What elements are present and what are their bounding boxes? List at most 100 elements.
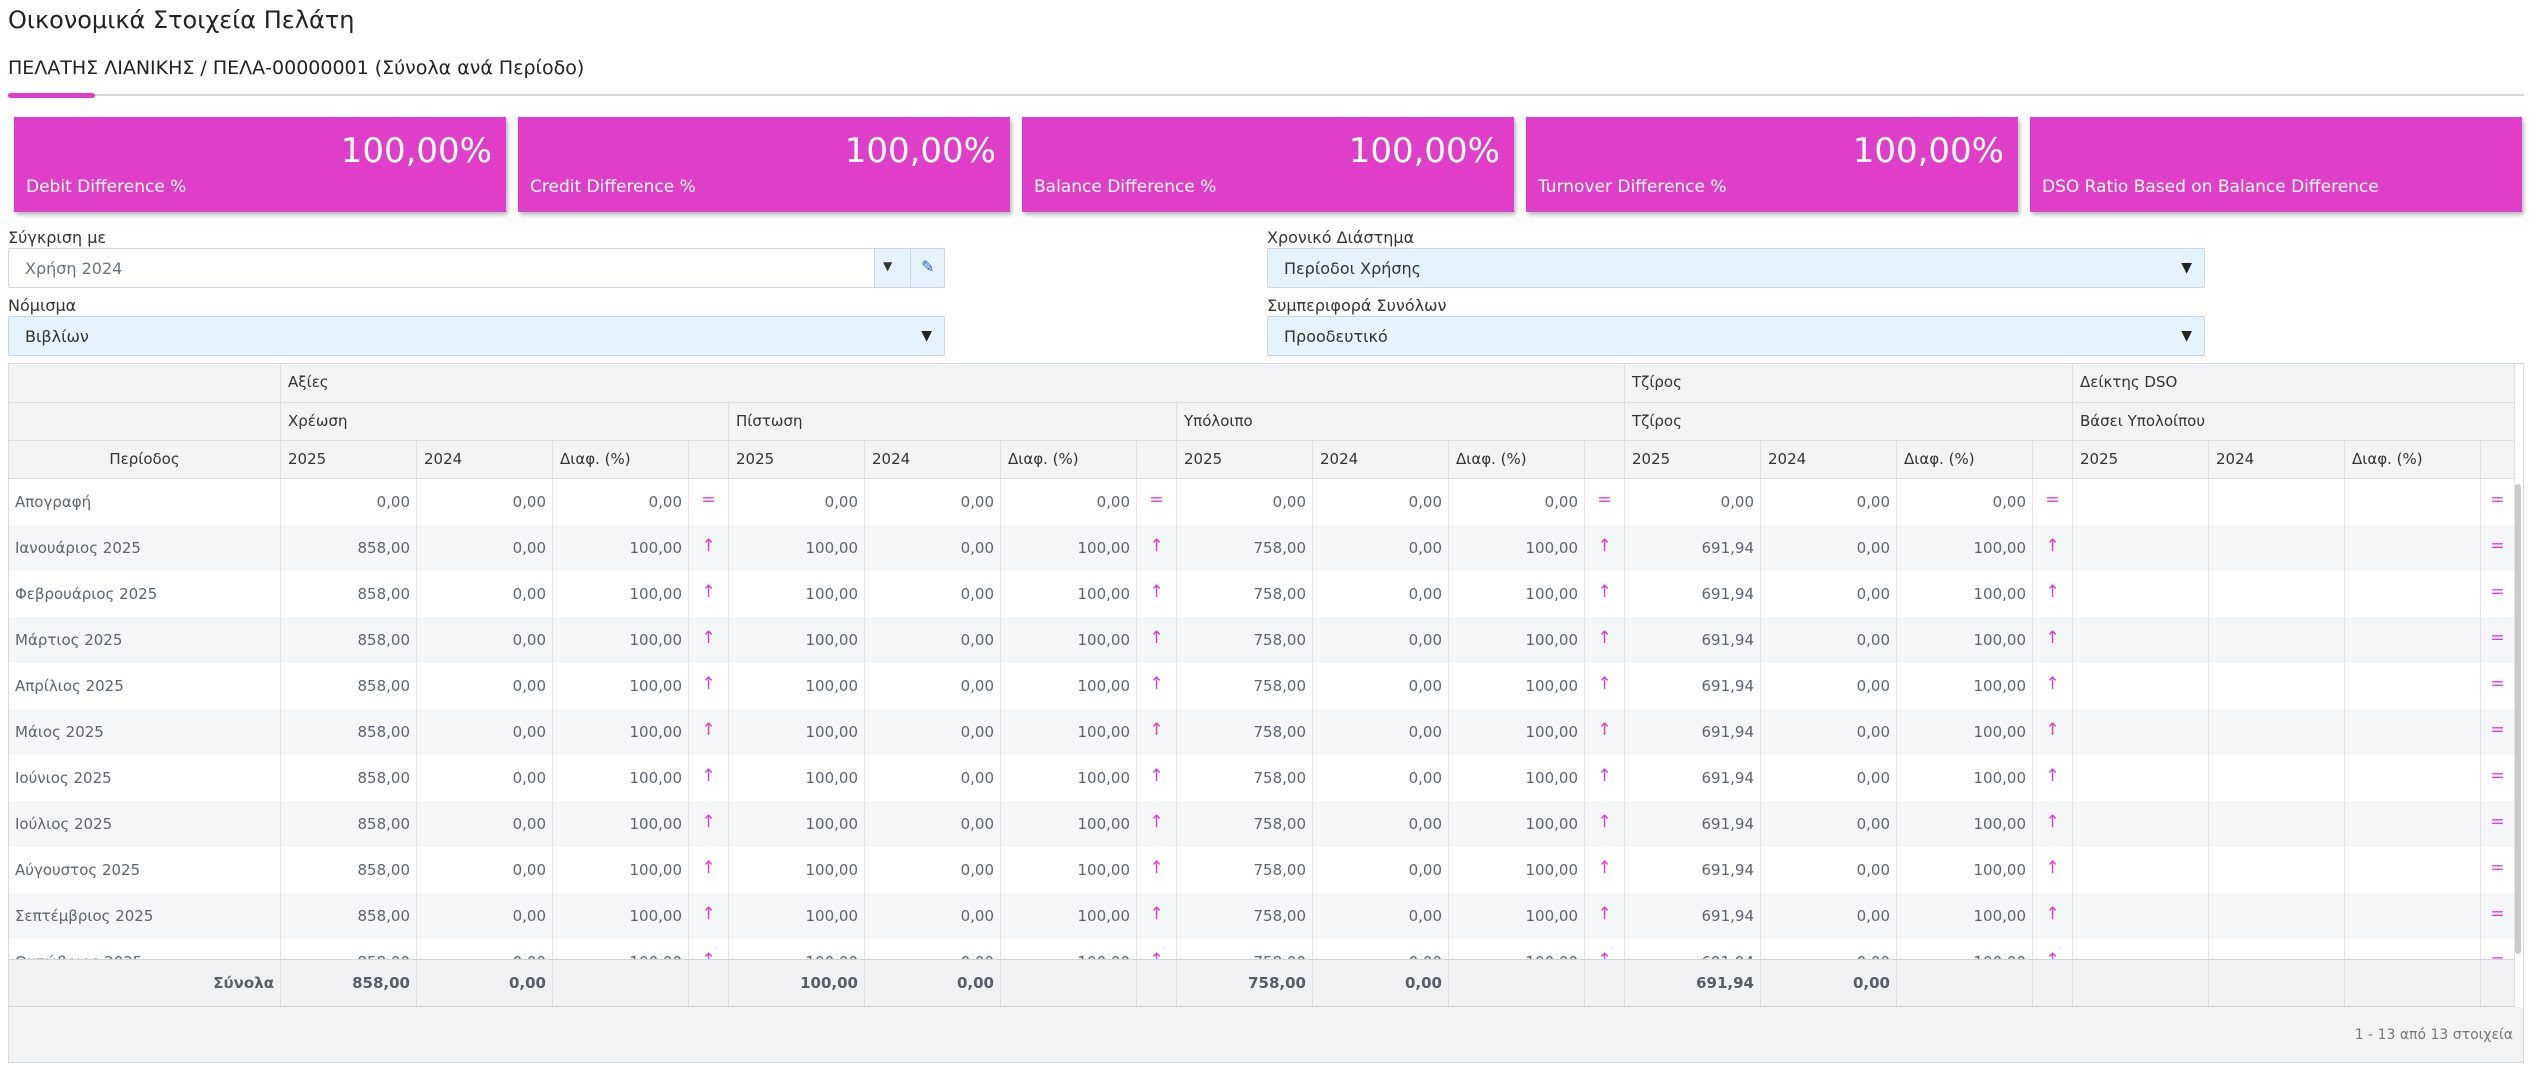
table-row[interactable]: Απογραφή 0,00 0,00 0,00 = 0,00 0,00 0,00 = 0,00 0,… <box>9 479 2515 525</box>
kpi-value: 100,00% <box>844 131 996 171</box>
cell-dso-2024 <box>2209 663 2345 709</box>
chevron-down-icon[interactable]: ▼ <box>883 259 893 273</box>
cell-debit-2025: 0,00 <box>281 479 417 525</box>
cell-dso-2024 <box>2209 525 2345 571</box>
cell-balance-2024: 0,00 <box>1313 525 1449 571</box>
totals-empty <box>2033 960 2073 1006</box>
row-period: Ιούλιος 2025 <box>9 801 281 847</box>
cell-turnover-2024: 0,00 <box>1761 525 1897 571</box>
cell-balance-diff: 100,00 <box>1449 939 1585 959</box>
header-turnover-2025[interactable]: 2025 <box>1625 441 1761 479</box>
cell-debit-2024: 0,00 <box>417 525 553 571</box>
table-row[interactable]: Ιούλιος 2025 858,00 0,00 100,00 ↑ 100,00 0,00 1… <box>9 801 2515 847</box>
header-credit-2024[interactable]: 2024 <box>865 441 1001 479</box>
cell-balance-diff: 100,00 <box>1449 847 1585 893</box>
row-period: Ιούνιος 2025 <box>9 755 281 801</box>
totals-empty <box>2209 960 2345 1006</box>
header-debit-2025[interactable]: 2025 <box>281 441 417 479</box>
grid-body: Απογραφή 0,00 0,00 0,00 = 0,00 0,00 0,00 = 0,00 0,… <box>9 479 2515 959</box>
kpi-value: 100,00% <box>1348 131 1500 171</box>
header-dso-diff[interactable]: Διαφ. (%) <box>2345 441 2481 479</box>
currency-dropdown[interactable]: Βιβλίων ▼ <box>8 316 945 356</box>
header-turnover-2024[interactable]: 2024 <box>1761 441 1897 479</box>
cell-balance-2024: 0,00 <box>1313 893 1449 939</box>
arrow-up-icon: ↑ <box>1137 893 1177 939</box>
period-dropdown[interactable]: Περίοδοι Χρήσης ▼ <box>1267 248 2205 288</box>
table-row[interactable]: Σεπτέμβριος 2025 858,00 0,00 100,00 ↑ 100,00 0… <box>9 893 2515 939</box>
arrow-up-icon: ↑ <box>689 709 729 755</box>
header-credit-diff[interactable]: Διαφ. (%) <box>1001 441 1137 479</box>
cell-dso-diff <box>2345 525 2481 571</box>
table-row[interactable]: Αύγουστος 2025 858,00 0,00 100,00 ↑ 100,00 0,0… <box>9 847 2515 893</box>
cell-dso-2025 <box>2073 663 2209 709</box>
table-row[interactable]: Ιούνιος 2025 858,00 0,00 100,00 ↑ 100,00 0,00 1… <box>9 755 2515 801</box>
cell-balance-diff: 100,00 <box>1449 617 1585 663</box>
pencil-icon[interactable]: ✎ <box>921 257 935 276</box>
totals-turnover-2024: 0,00 <box>1761 960 1897 1006</box>
cell-debit-diff: 100,00 <box>553 755 689 801</box>
totals-label: Σύνολα <box>9 960 281 1006</box>
totals-debit-2025: 858,00 <box>281 960 417 1006</box>
arrow-up-icon: ↑ <box>1137 709 1177 755</box>
cell-credit-2025: 100,00 <box>729 801 865 847</box>
compare-with-combobox[interactable]: Χρήση 2024 ▼ ✎ <box>8 248 945 288</box>
cell-debit-2024: 0,00 <box>417 571 553 617</box>
cell-dso-diff <box>2345 617 2481 663</box>
equal-icon: = <box>2481 663 2515 709</box>
table-row[interactable]: Μάιος 2025 858,00 0,00 100,00 ↑ 100,00 0,00 100… <box>9 709 2515 755</box>
active-tab-indicator <box>8 93 95 98</box>
equal-icon: = <box>2481 847 2515 893</box>
header-dso-2025[interactable]: 2025 <box>2073 441 2209 479</box>
table-row[interactable]: Μάρτιος 2025 858,00 0,00 100,00 ↑ 100,00 0,00 1… <box>9 617 2515 663</box>
cell-turnover-diff: 100,00 <box>1897 755 2033 801</box>
table-row[interactable]: Φεβρουάριος 2025 858,00 0,00 100,00 ↑ 100,00 0… <box>9 571 2515 617</box>
totals-empty <box>1449 960 1585 1006</box>
arrow-up-icon: ↑ <box>1137 525 1177 571</box>
cell-debit-2025: 858,00 <box>281 571 417 617</box>
table-row[interactable]: Οκτώβριος 2025858,000,00100,00↑100,000,0… <box>9 939 2515 959</box>
cell-turnover-2025: 691,94 <box>1625 939 1761 959</box>
grid-scrollbar[interactable] <box>2515 484 2521 954</box>
cell-credit-diff: 100,00 <box>1001 801 1137 847</box>
cell-debit-2025: 858,00 <box>281 617 417 663</box>
header-turnover-diff[interactable]: Διαφ. (%) <box>1897 441 2033 479</box>
cell-turnover-2025: 691,94 <box>1625 893 1761 939</box>
table-row[interactable]: Απρίλιος 2025 858,00 0,00 100,00 ↑ 100,00 0,00… <box>9 663 2515 709</box>
header-group-dso-balance: Βάσει Υπολοίπου <box>2073 403 2515 441</box>
compare-label: Σύγκριση με <box>8 228 107 247</box>
header-credit-2025[interactable]: 2025 <box>729 441 865 479</box>
equal-icon: = <box>2481 617 2515 663</box>
arrow-up-icon: ↑ <box>1585 709 1625 755</box>
kpi-cards: 100,00% Debit Difference % 100,00% Credi… <box>14 117 2524 212</box>
cell-turnover-diff: 100,00 <box>1897 663 2033 709</box>
cell-balance-2025: 758,00 <box>1177 663 1313 709</box>
arrow-up-icon: ↑ <box>689 939 729 959</box>
arrow-up-icon: ↑ <box>2033 893 2073 939</box>
cell-debit-diff: 100,00 <box>553 847 689 893</box>
cell-turnover-2024: 0,00 <box>1761 617 1897 663</box>
row-period: Φεβρουάριος 2025 <box>9 571 281 617</box>
header-spacer <box>9 403 281 441</box>
cell-balance-diff: 100,00 <box>1449 801 1585 847</box>
header-debit-2024[interactable]: 2024 <box>417 441 553 479</box>
header-debit-diff[interactable]: Διαφ. (%) <box>553 441 689 479</box>
cell-balance-2025: 758,00 <box>1177 525 1313 571</box>
kpi-card-balance-difference: 100,00% Balance Difference % <box>1022 117 1514 212</box>
tab-customer-totals[interactable]: ΠΕΛΑΤΗΣ ΛΙΑΝΙΚΗΣ / ΠΕΛΑ-00000001 (Σύνολα… <box>8 57 585 79</box>
cell-credit-diff: 100,00 <box>1001 847 1137 893</box>
cell-debit-2025: 858,00 <box>281 847 417 893</box>
equal-icon: = <box>1585 479 1625 525</box>
header-balance-diff[interactable]: Διαφ. (%) <box>1449 441 1585 479</box>
header-turnover-trend <box>2033 441 2073 479</box>
totals-behaviour-label: Συμπεριφορά Συνόλων <box>1267 296 1447 315</box>
arrow-up-icon: ↑ <box>2033 939 2073 959</box>
cell-credit-2024: 0,00 <box>865 709 1001 755</box>
table-row[interactable]: Ιανουάριος 2025 858,00 0,00 100,00 ↑ 100,00 0,… <box>9 525 2515 571</box>
header-balance-2025[interactable]: 2025 <box>1177 441 1313 479</box>
cell-turnover-2025: 0,00 <box>1625 479 1761 525</box>
totals-behaviour-dropdown[interactable]: Προοδευτικό ▼ <box>1267 316 2205 356</box>
header-dso-2024[interactable]: 2024 <box>2209 441 2345 479</box>
header-period[interactable]: Περίοδος <box>9 441 281 479</box>
header-balance-2024[interactable]: 2024 <box>1313 441 1449 479</box>
arrow-up-icon: ↑ <box>1137 847 1177 893</box>
